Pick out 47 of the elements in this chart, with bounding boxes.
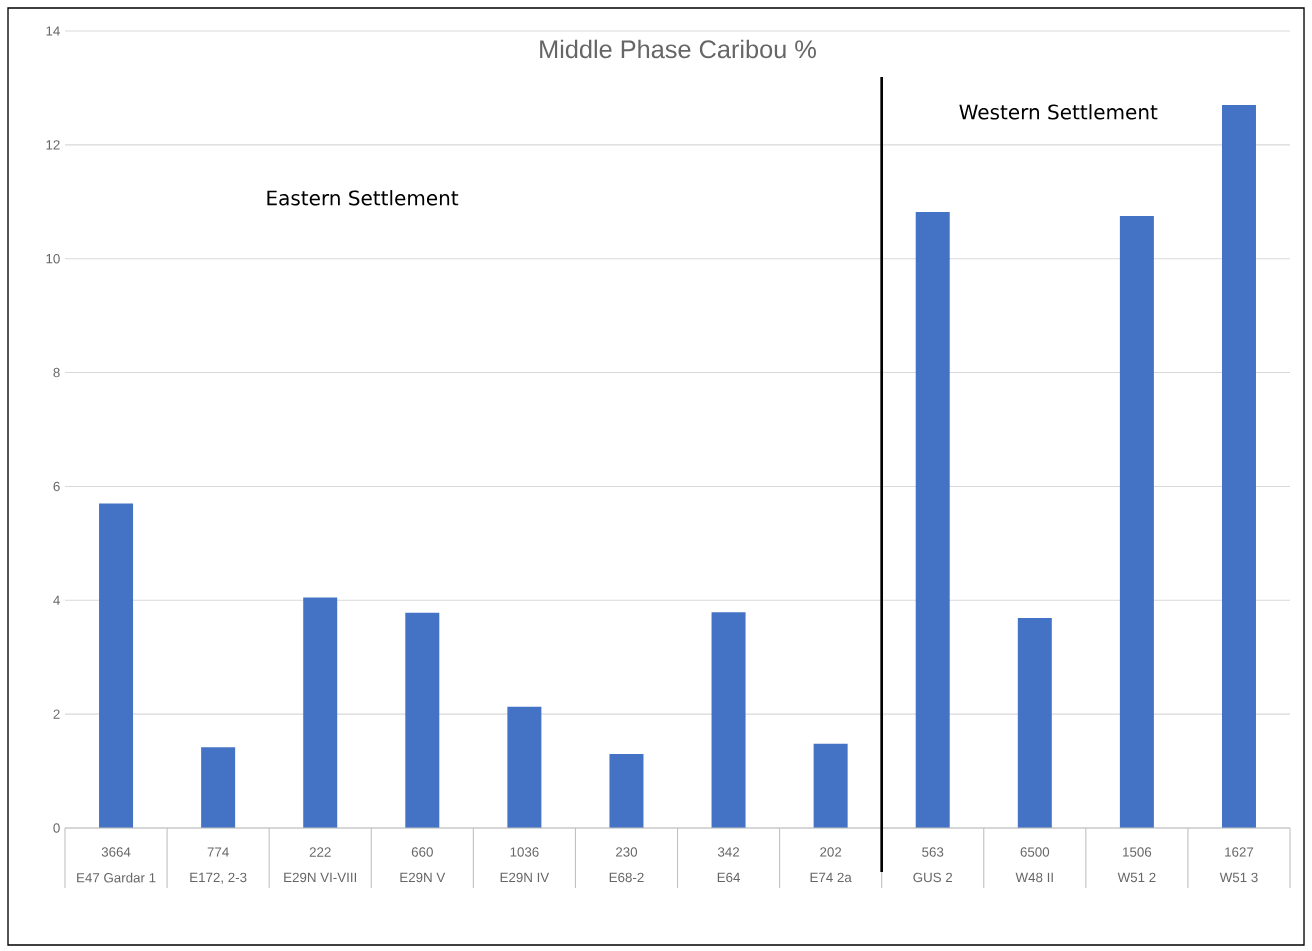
x-tick-label: E47 Gardar 1 (77, 872, 156, 883)
x-tick-label: GUS 2 (913, 872, 953, 883)
x-tick-label: W48 II (1015, 872, 1053, 883)
text: 6500 (1020, 847, 1050, 857)
text: 342 (717, 847, 740, 857)
x-tick-label: W51 3 (1219, 872, 1258, 883)
annotation: Western Settlement (959, 104, 1158, 120)
text: 1036 (510, 847, 539, 857)
y-tick-label: 0 (53, 823, 60, 833)
text: 563 (922, 847, 944, 857)
bar (405, 612, 440, 828)
bar (507, 706, 542, 828)
bar (1119, 216, 1154, 828)
bar (813, 743, 848, 828)
chart-title: Middle Phase Caribou % (540, 39, 816, 59)
y-tick-label: 10 (46, 254, 60, 264)
bar (1017, 617, 1052, 828)
x-tick-label: W51 2 (1117, 872, 1156, 883)
text: 230 (616, 847, 638, 857)
x-tick-label: E74 2a (810, 872, 852, 883)
bar (99, 503, 134, 828)
y-tick-label: 2 (53, 709, 60, 719)
bar (303, 597, 338, 828)
text: 222 (309, 847, 331, 857)
bar (1221, 105, 1256, 828)
bar (201, 747, 236, 828)
y-tick-label: 4 (53, 595, 60, 605)
x-tick-label: E29N VI-VIII (284, 872, 357, 883)
x-tick-label: E172, 2-3 (190, 872, 247, 884)
text: 3664 (101, 847, 131, 857)
annotation: Eastern Settlement (267, 190, 459, 206)
text: 774 (207, 847, 229, 857)
x-tick-label: E68-2 (609, 872, 644, 883)
y-tick-label: 8 (53, 367, 60, 378)
y-tick-label: 6 (53, 481, 60, 492)
bar (915, 212, 950, 828)
text: 1506 (1123, 847, 1152, 857)
bar (711, 612, 746, 828)
text: 1627 (1225, 847, 1254, 857)
text: 202 (820, 847, 842, 857)
x-tick-label: E29N V (400, 872, 446, 883)
y-tick-label: 14 (46, 26, 60, 36)
x-tick-label: E64 (717, 872, 741, 883)
x-tick-label: E29N IV (500, 872, 550, 883)
bar (609, 753, 644, 828)
y-tick-label: 12 (46, 140, 60, 150)
text: 660 (411, 847, 433, 857)
